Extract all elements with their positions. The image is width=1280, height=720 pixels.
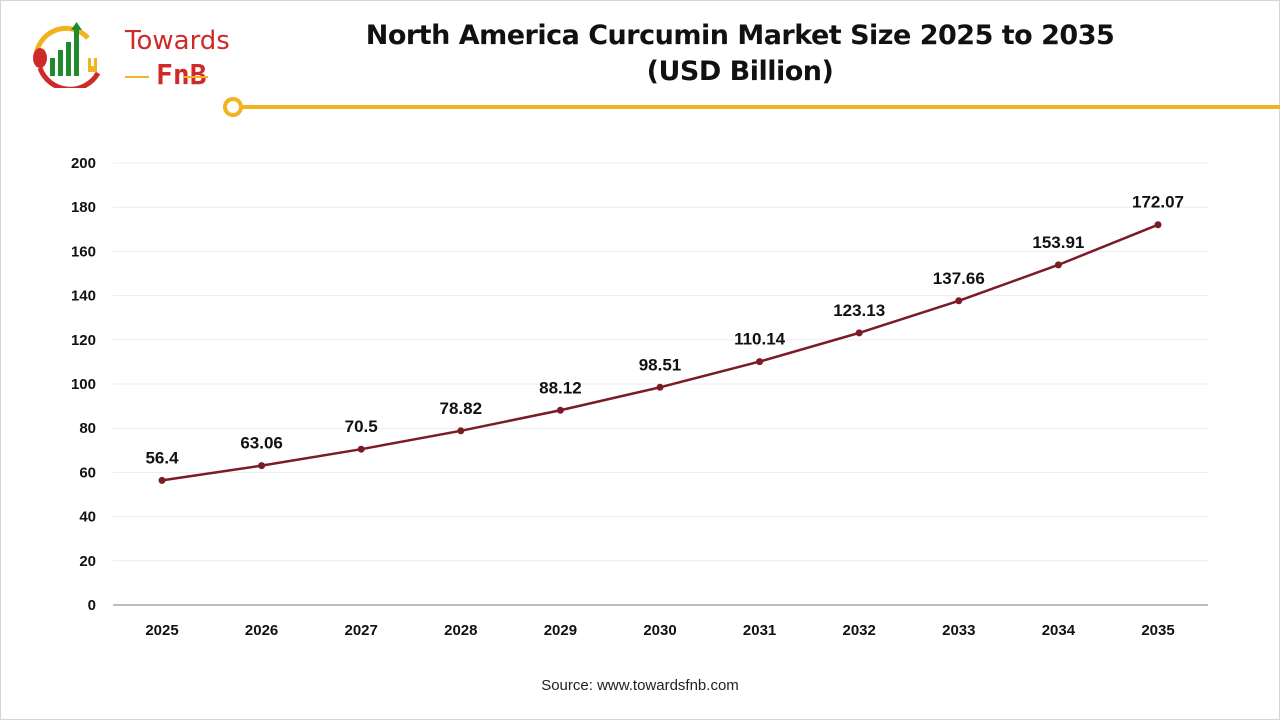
data-point xyxy=(955,297,963,305)
x-tick-label: 2025 xyxy=(145,622,178,639)
y-tick-label: 200 xyxy=(71,155,96,172)
source-note: Source: www.towardsfnb.com xyxy=(541,677,739,694)
y-tick-label: 40 xyxy=(79,509,96,526)
data-point xyxy=(855,329,863,337)
x-tick-label: 2030 xyxy=(643,622,676,639)
data-label: 110.14 xyxy=(734,330,786,349)
data-label: 98.51 xyxy=(639,355,682,374)
x-tick-label: 2031 xyxy=(743,622,776,639)
y-tick-label: 100 xyxy=(71,376,96,393)
logo-text-towards: Towards xyxy=(125,26,230,56)
x-tick-label: 2033 xyxy=(942,622,975,639)
y-tick-label: 20 xyxy=(79,553,96,570)
y-tick-label: 120 xyxy=(71,332,96,349)
x-tick-label: 2032 xyxy=(843,622,876,639)
header-accent-line xyxy=(223,97,1280,117)
data-label: 123.13 xyxy=(833,301,885,320)
data-label: 63.06 xyxy=(240,434,283,453)
data-label: 56.4 xyxy=(145,448,179,467)
y-tick-label: 60 xyxy=(79,464,96,481)
data-point xyxy=(158,476,166,484)
logo-text-fnb: FnB xyxy=(156,58,207,91)
towards-fnb-logo: Towards FnB xyxy=(28,18,230,92)
data-label: 137.66 xyxy=(933,269,985,288)
chart-title-main: North America Curcumin Market Size 2025 … xyxy=(365,20,1115,51)
series-line xyxy=(161,223,1159,482)
x-tick-label: 2029 xyxy=(544,622,577,639)
x-tick-label: 2034 xyxy=(1042,622,1076,639)
logo-rule-right xyxy=(184,76,208,78)
data-point xyxy=(457,427,465,435)
data-point xyxy=(258,462,266,470)
data-label: 153.91 xyxy=(1032,233,1084,252)
x-tick-label: 2035 xyxy=(1141,622,1174,639)
y-tick-label: 140 xyxy=(71,288,96,305)
data-point xyxy=(756,358,764,366)
data-point xyxy=(1154,221,1162,229)
y-tick-label: 180 xyxy=(71,199,96,216)
logo-rule-left xyxy=(125,76,149,78)
accent-circle-icon xyxy=(223,97,243,117)
data-point xyxy=(556,406,564,414)
data-label: 172.07 xyxy=(1132,193,1184,212)
y-tick-label: 160 xyxy=(71,243,96,260)
data-point xyxy=(656,383,664,391)
data-label: 78.82 xyxy=(440,399,483,418)
data-label: 70.5 xyxy=(345,417,378,436)
data-point xyxy=(1054,261,1062,269)
x-tick-label: 2027 xyxy=(345,622,378,639)
y-tick-label: 80 xyxy=(79,420,96,437)
chart-subtitle: (USD Billion) xyxy=(646,56,834,87)
data-point xyxy=(357,445,365,453)
logo-emblem-icon xyxy=(33,22,101,92)
data-label: 88.12 xyxy=(539,378,582,397)
y-tick-label: 0 xyxy=(88,597,96,614)
x-tick-label: 2026 xyxy=(245,622,278,639)
chart-title: North America Curcumin Market Size 2025 … xyxy=(330,18,1150,90)
x-tick-label: 2028 xyxy=(444,622,477,639)
